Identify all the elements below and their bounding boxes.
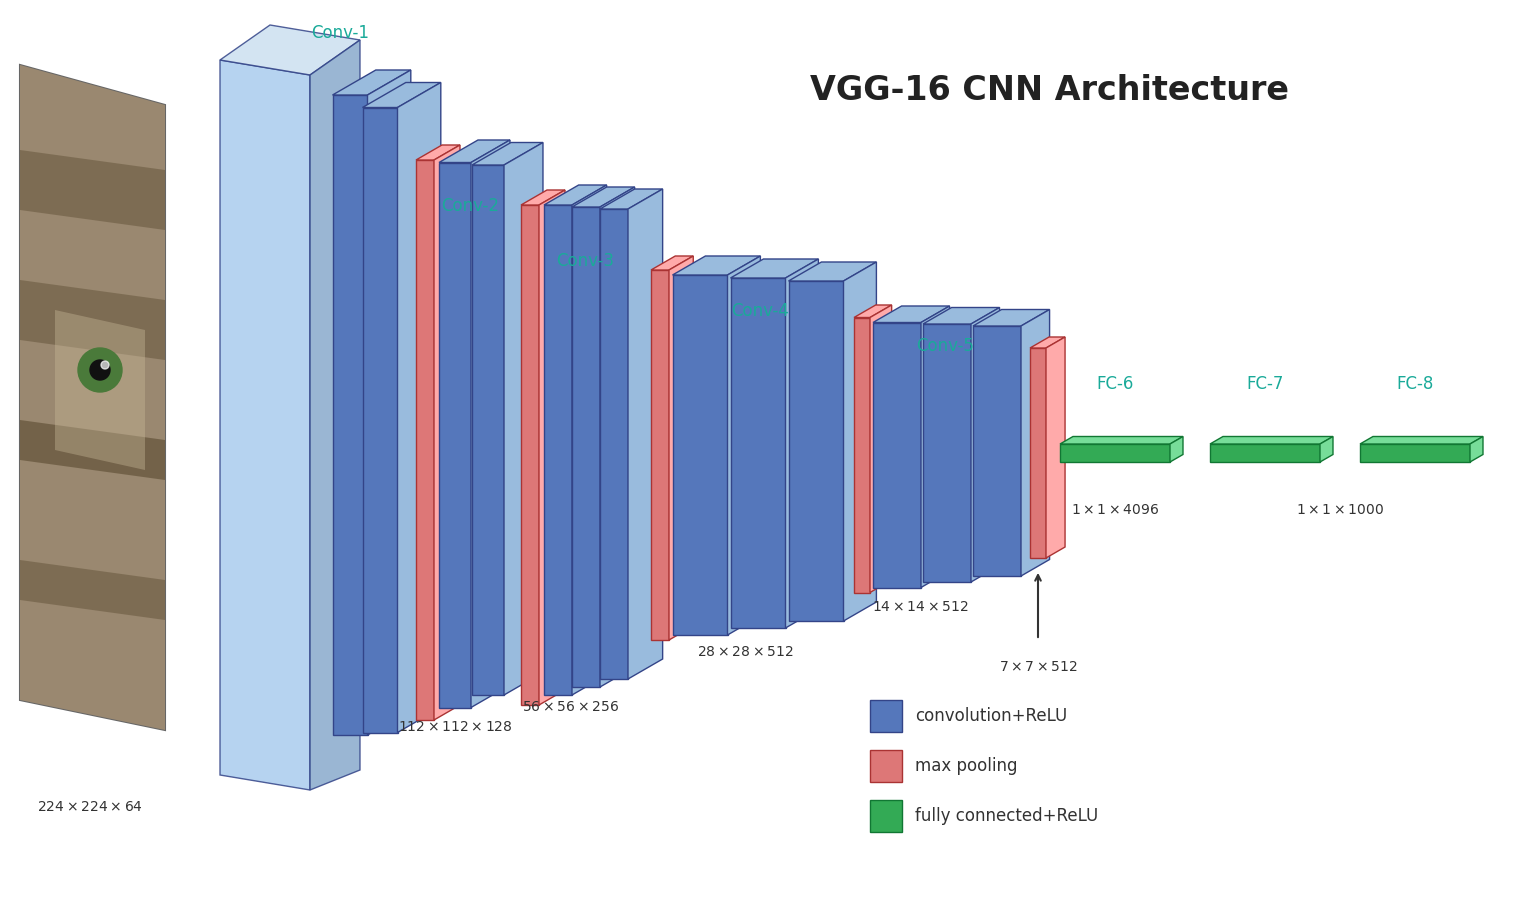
Polygon shape xyxy=(673,275,728,635)
Polygon shape xyxy=(220,25,359,75)
Text: Conv-1: Conv-1 xyxy=(310,24,369,42)
Text: $7\times7\times512$: $7\times7\times512$ xyxy=(998,660,1077,674)
Polygon shape xyxy=(571,185,607,695)
Polygon shape xyxy=(416,145,459,160)
Circle shape xyxy=(91,360,111,380)
Polygon shape xyxy=(439,162,472,708)
Polygon shape xyxy=(55,310,144,470)
Polygon shape xyxy=(601,189,662,209)
Polygon shape xyxy=(1319,436,1333,462)
Polygon shape xyxy=(521,190,565,205)
Polygon shape xyxy=(472,140,510,708)
Polygon shape xyxy=(923,324,971,582)
Polygon shape xyxy=(310,40,359,790)
Polygon shape xyxy=(20,65,164,730)
Polygon shape xyxy=(731,259,819,278)
Polygon shape xyxy=(1060,444,1170,462)
Polygon shape xyxy=(20,560,164,620)
Polygon shape xyxy=(504,142,542,695)
Polygon shape xyxy=(601,187,634,687)
Polygon shape xyxy=(601,209,628,679)
Polygon shape xyxy=(651,256,693,270)
Polygon shape xyxy=(571,187,634,207)
Text: $56\times56\times256$: $56\times56\times256$ xyxy=(522,700,619,714)
Polygon shape xyxy=(539,190,565,705)
Text: Conv-3: Conv-3 xyxy=(556,252,614,270)
Polygon shape xyxy=(332,95,367,735)
Polygon shape xyxy=(362,83,441,107)
Polygon shape xyxy=(439,140,510,162)
Polygon shape xyxy=(869,305,892,592)
Circle shape xyxy=(101,361,109,369)
Text: $112\times112\times128$: $112\times112\times128$ xyxy=(398,720,513,734)
Polygon shape xyxy=(398,83,441,733)
Polygon shape xyxy=(544,205,571,695)
Polygon shape xyxy=(544,185,607,205)
Polygon shape xyxy=(651,270,670,640)
Polygon shape xyxy=(854,317,869,592)
Text: $1\times1\times4096$: $1\times1\times4096$ xyxy=(1071,503,1160,517)
Polygon shape xyxy=(922,306,949,588)
Polygon shape xyxy=(731,278,785,628)
Text: $1\times1\times1000$: $1\times1\times1000$ xyxy=(1296,503,1384,517)
Polygon shape xyxy=(521,205,539,705)
Polygon shape xyxy=(872,323,922,588)
Polygon shape xyxy=(1359,444,1470,462)
Polygon shape xyxy=(362,107,398,733)
Polygon shape xyxy=(972,310,1049,326)
Polygon shape xyxy=(785,259,819,628)
Polygon shape xyxy=(670,256,693,640)
Polygon shape xyxy=(854,305,892,317)
Polygon shape xyxy=(20,280,164,360)
Polygon shape xyxy=(367,70,410,735)
Polygon shape xyxy=(1046,337,1064,558)
Polygon shape xyxy=(869,700,902,732)
Polygon shape xyxy=(673,256,760,275)
Polygon shape xyxy=(872,306,949,323)
Polygon shape xyxy=(1031,337,1064,348)
Polygon shape xyxy=(332,70,410,95)
Polygon shape xyxy=(20,150,164,230)
Text: convolution+ReLU: convolution+ReLU xyxy=(915,707,1068,725)
Polygon shape xyxy=(435,145,459,720)
Polygon shape xyxy=(628,189,662,679)
Polygon shape xyxy=(20,65,164,730)
Polygon shape xyxy=(1210,444,1319,462)
Polygon shape xyxy=(1170,436,1183,462)
Text: VGG-16 CNN Architecture: VGG-16 CNN Architecture xyxy=(811,73,1290,106)
Polygon shape xyxy=(972,326,1021,576)
Text: $224\times224\times64$: $224\times224\times64$ xyxy=(37,800,143,814)
Text: $14\times14\times512$: $14\times14\times512$ xyxy=(872,600,968,614)
Text: $28\times28\times512$: $28\times28\times512$ xyxy=(697,645,793,659)
Polygon shape xyxy=(971,307,1000,582)
Polygon shape xyxy=(923,307,1000,324)
Polygon shape xyxy=(869,800,902,832)
Polygon shape xyxy=(1031,348,1046,558)
Text: FC-8: FC-8 xyxy=(1396,375,1433,393)
Circle shape xyxy=(78,348,121,392)
Text: Conv-5: Conv-5 xyxy=(915,337,974,355)
Text: fully connected+ReLU: fully connected+ReLU xyxy=(915,807,1098,825)
Polygon shape xyxy=(472,142,542,165)
Text: Conv-4: Conv-4 xyxy=(731,302,790,320)
Polygon shape xyxy=(728,256,760,635)
Polygon shape xyxy=(416,160,435,720)
Polygon shape xyxy=(788,281,843,621)
Polygon shape xyxy=(1021,310,1049,576)
Polygon shape xyxy=(220,60,310,790)
Text: FC-6: FC-6 xyxy=(1097,375,1134,393)
Text: FC-7: FC-7 xyxy=(1246,375,1284,393)
Polygon shape xyxy=(869,750,902,782)
Polygon shape xyxy=(1359,436,1482,444)
Polygon shape xyxy=(571,207,601,687)
Polygon shape xyxy=(1470,436,1482,462)
Polygon shape xyxy=(1060,436,1183,444)
Polygon shape xyxy=(843,262,877,621)
Polygon shape xyxy=(1210,436,1333,444)
Text: max pooling: max pooling xyxy=(915,757,1017,775)
Polygon shape xyxy=(788,262,877,281)
Polygon shape xyxy=(472,165,504,695)
Text: Conv-2: Conv-2 xyxy=(441,197,499,215)
Polygon shape xyxy=(20,420,164,480)
